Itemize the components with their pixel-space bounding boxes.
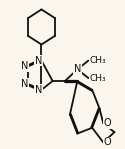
Text: N: N [35,56,42,66]
Text: N: N [21,79,28,89]
Text: O: O [104,137,112,147]
Text: CH₃: CH₃ [89,74,106,83]
Text: N: N [74,64,81,74]
Text: N: N [21,61,28,71]
Text: CH₃: CH₃ [89,56,106,65]
Text: N: N [35,85,42,95]
Text: O: O [104,118,112,128]
